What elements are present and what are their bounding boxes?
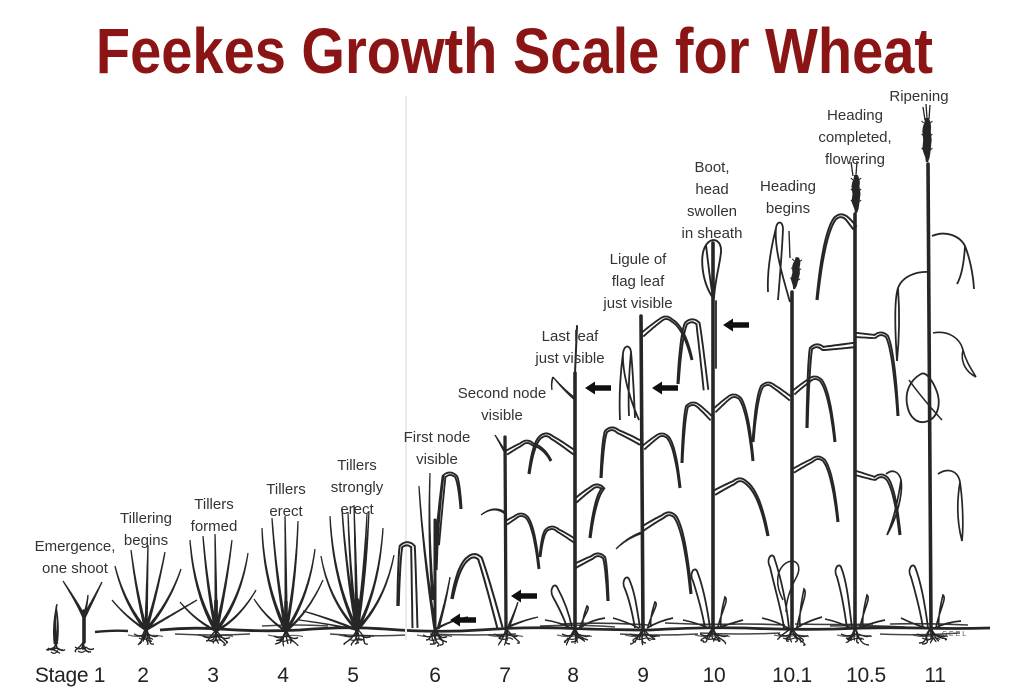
svg-text:C E E L: C E E L: [942, 631, 966, 638]
